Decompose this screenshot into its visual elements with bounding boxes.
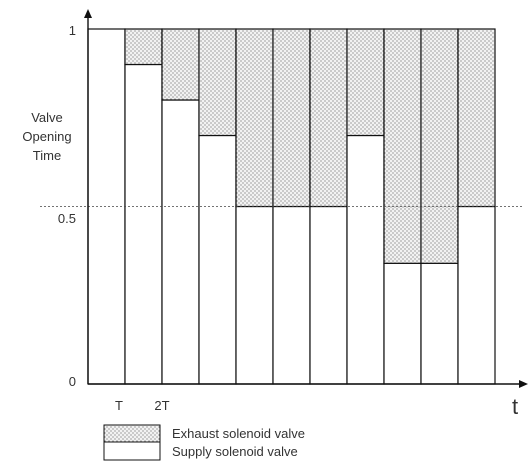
bar-supply-1 — [87, 28, 126, 385]
x-tick-label-2T: 2T — [154, 398, 169, 413]
y-tick-label-1: 1 — [69, 23, 76, 38]
bar-exhaust-5 — [235, 28, 274, 208]
bar-exhaust-3 — [161, 28, 200, 101]
bar-exhaust-8 — [346, 28, 385, 137]
bar-supply-4 — [198, 134, 237, 385]
y-axis-label-line-2: Opening — [22, 129, 71, 144]
bar-supply-3 — [161, 99, 200, 385]
bars-group — [87, 28, 496, 385]
x-axis-label: t — [512, 394, 518, 419]
bar-supply-11 — [457, 205, 496, 385]
bar-supply-10 — [420, 262, 459, 385]
y-axis-label-line-1: Valve — [31, 110, 63, 125]
bar-exhaust-9 — [383, 28, 422, 264]
legend-label-supply: Supply solenoid valve — [172, 444, 298, 459]
bar-supply-9 — [383, 262, 422, 385]
y-tick-label-0.5: 0.5 — [58, 211, 76, 226]
y-axis-label-line-3: Time — [33, 148, 61, 163]
bar-exhaust-2 — [124, 28, 163, 66]
y-axis-arrow — [84, 9, 92, 18]
bar-supply-5 — [235, 205, 274, 385]
bar-exhaust-10 — [420, 28, 459, 264]
legend-swatch-supply — [103, 441, 161, 461]
bar-exhaust-11 — [457, 28, 496, 208]
legend: Exhaust solenoid valve Supply solenoid v… — [103, 424, 305, 461]
bar-supply-2 — [124, 63, 163, 385]
bar-supply-7 — [309, 205, 348, 385]
x-axis-arrow — [519, 380, 528, 388]
legend-label-exhaust: Exhaust solenoid valve — [172, 426, 305, 441]
y-tick-label-0: 0 — [69, 374, 76, 389]
legend-swatch-exhaust — [103, 424, 161, 443]
bar-exhaust-7 — [309, 28, 348, 208]
x-tick-label-T: T — [115, 398, 123, 413]
bar-exhaust-4 — [198, 28, 237, 137]
bar-exhaust-6 — [272, 28, 311, 208]
bar-supply-6 — [272, 205, 311, 385]
bar-supply-8 — [346, 134, 385, 385]
